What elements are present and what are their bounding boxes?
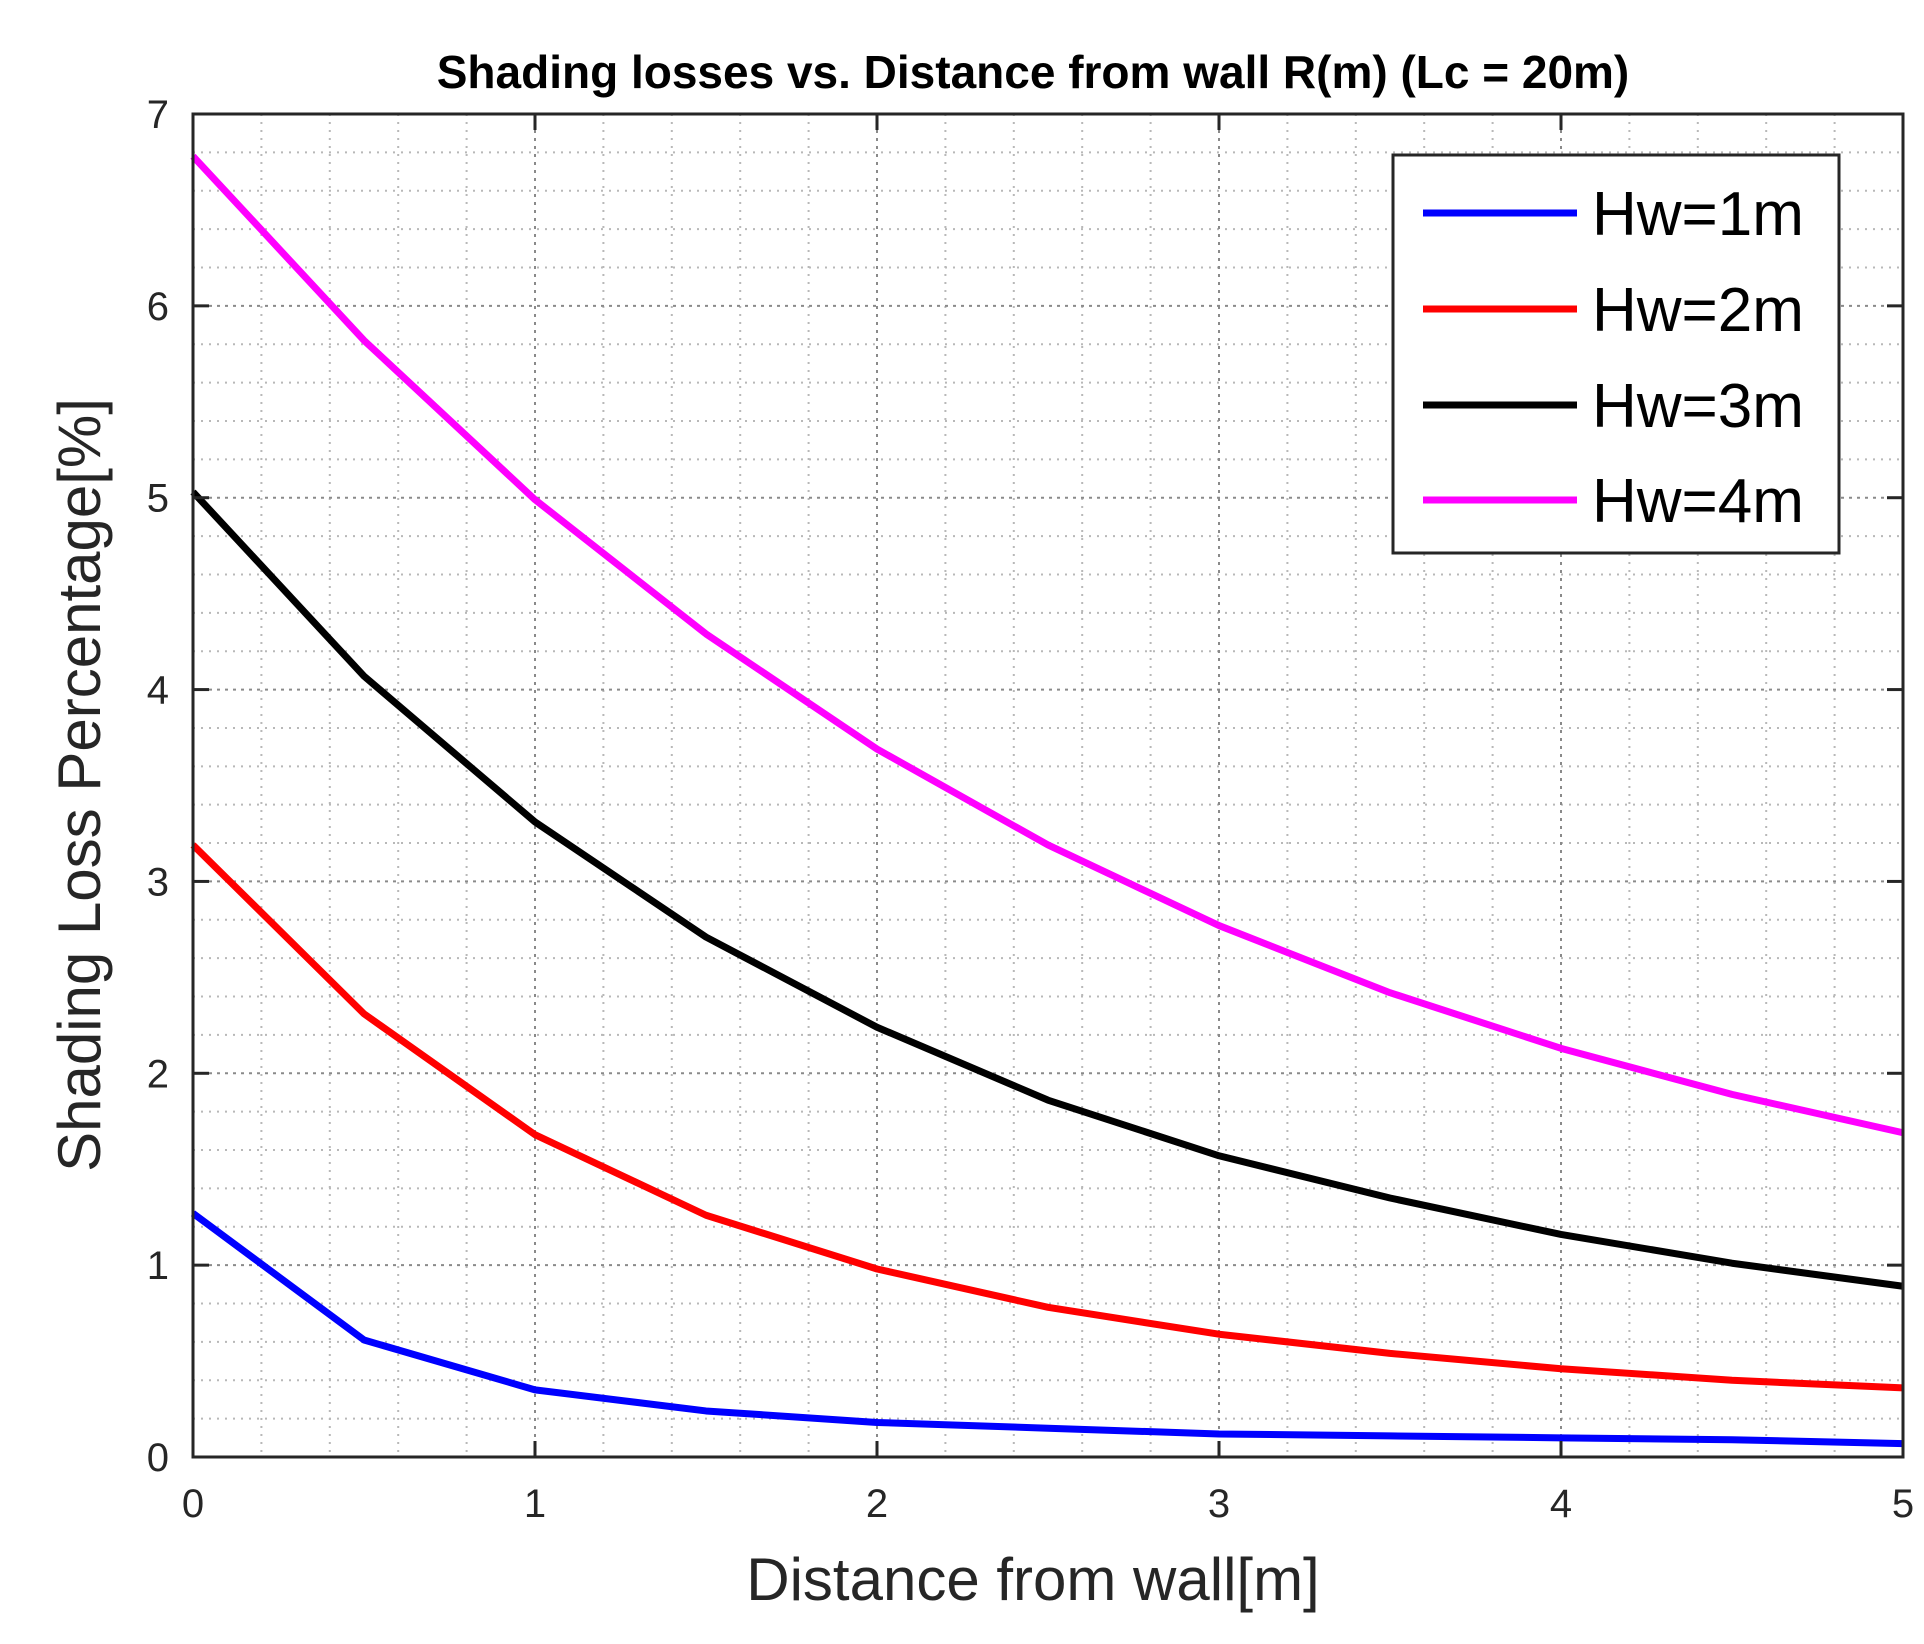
series-layer: [190, 153, 1904, 1448]
x-tick-labels: 0 1 2 3 4 5: [182, 1482, 1914, 1526]
y-tick-label: 4: [147, 669, 169, 713]
y-tick-label: 5: [147, 477, 169, 521]
x-axis-label: Distance from wall[m]: [746, 1546, 1319, 1613]
legend-label: Hw=3m: [1592, 372, 1804, 441]
x-tick-label: 0: [182, 1482, 204, 1526]
y-tick-labels: 0 1 2 3 4 5 6 7: [147, 93, 169, 1480]
legend: Hw=1m Hw=2m Hw=3m Hw=4m: [1391, 153, 1841, 555]
y-tick-label: 0: [147, 1436, 169, 1480]
y-tick-label: 7: [147, 93, 169, 137]
y-tick-label: 6: [147, 285, 169, 329]
series-line-hw-1m: [190, 1210, 1904, 1448]
series-line-hw-2m: [190, 842, 1904, 1392]
y-tick-label: 2: [147, 1052, 169, 1096]
x-tick-label: 4: [1550, 1482, 1572, 1526]
y-tick-label: 3: [147, 860, 169, 904]
axis-ticks: [191, 112, 1905, 1459]
plot-area-frame: [191, 112, 1905, 1459]
legend-label: Hw=4m: [1592, 467, 1804, 536]
x-tick-label: 1: [524, 1482, 546, 1526]
legend-label: Hw=2m: [1592, 276, 1804, 345]
y-axis-label: Shading Loss Percentage[%]: [46, 398, 113, 1172]
chart-title: Shading losses vs. Distance from wall R(…: [437, 46, 1630, 98]
x-tick-label: 3: [1208, 1482, 1230, 1526]
x-tick-label: 2: [866, 1482, 888, 1526]
legend-box: [1391, 153, 1841, 555]
series-line-hw-4m: [190, 153, 1904, 1137]
x-tick-label: 5: [1892, 1482, 1914, 1526]
y-tick-label: 1: [147, 1244, 169, 1288]
legend-label: Hw=1m: [1592, 180, 1804, 249]
series-line-hw-3m: [190, 489, 1904, 1290]
